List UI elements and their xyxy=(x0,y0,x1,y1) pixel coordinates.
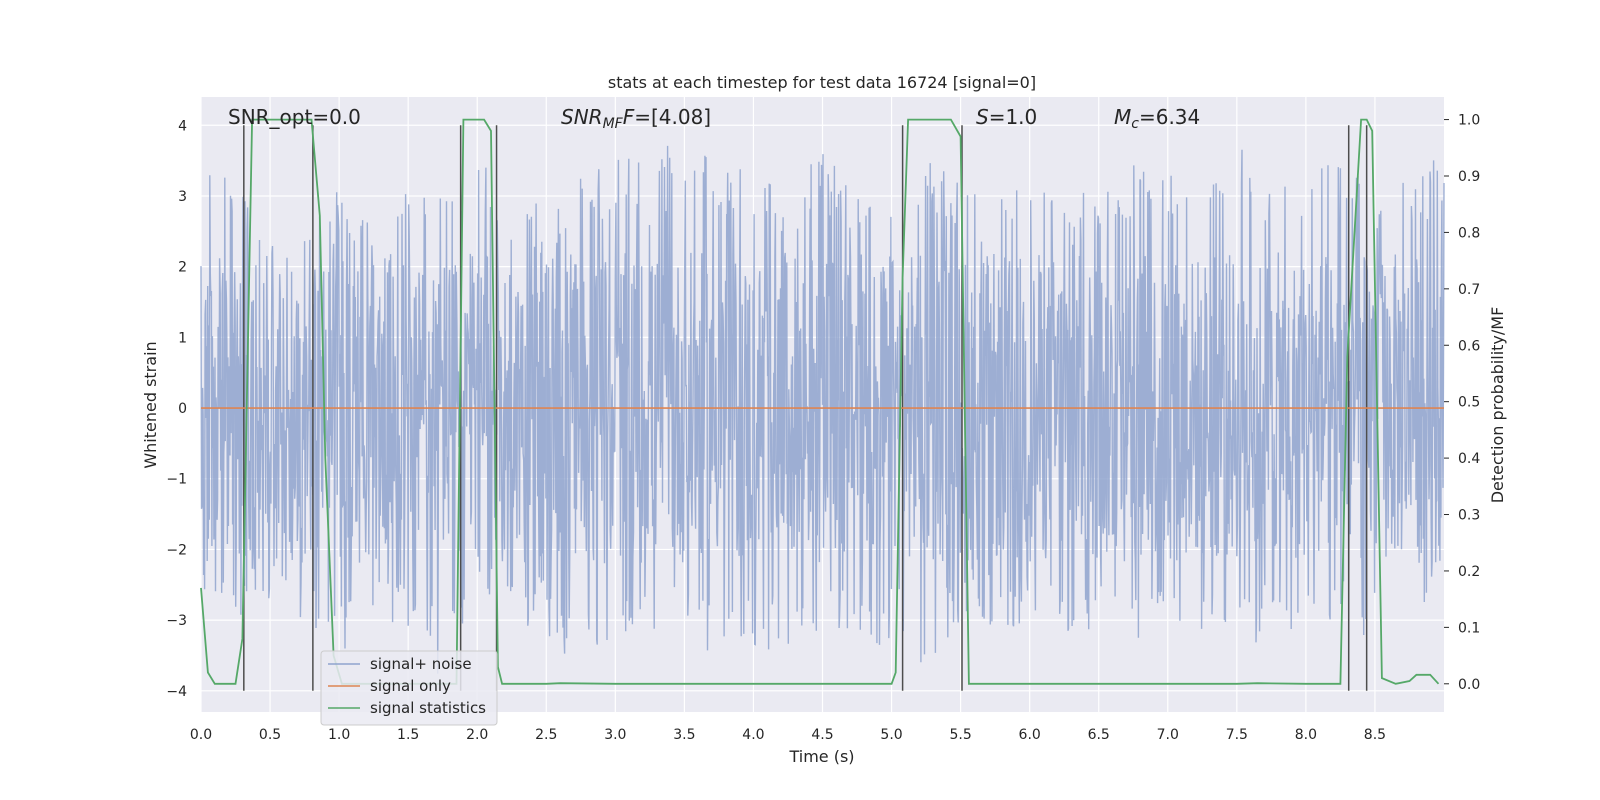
x-tick-label: 3.0 xyxy=(604,727,626,743)
annotation-s: S=1.0 xyxy=(976,105,1037,129)
y-right-tick-label: 0.0 xyxy=(1458,677,1480,693)
annotation-snr-opt: SNR_opt=0.0 xyxy=(228,105,361,129)
y-tick-label: −2 xyxy=(166,542,187,558)
x-tick-label: 7.0 xyxy=(1157,727,1179,743)
y-right-tick-label: 0.2 xyxy=(1458,564,1480,580)
chart-title: stats at each timestep for test data 167… xyxy=(608,73,1036,92)
y-tick-label: 3 xyxy=(178,189,187,205)
x-tick-label: 4.0 xyxy=(742,727,764,743)
y-right-tick-label: 0.4 xyxy=(1458,451,1480,467)
y-tick-label: 4 xyxy=(178,118,187,134)
y-tick-label: 2 xyxy=(178,260,187,276)
signal-statistics-line xyxy=(200,118,1440,685)
y-right-axis-ticks: 1.0 0.9 0.8 0.7 0.6 0.5 0.4 0.3 0.2 0.1 0.0 xyxy=(1444,113,1480,693)
legend-label-signal-only: signal only xyxy=(370,677,451,695)
x-tick-label: 2.0 xyxy=(466,727,488,743)
x-tick-label: 6.5 xyxy=(1088,727,1110,743)
y-tick-label: −1 xyxy=(166,472,187,488)
y-axis-ticks: 4 3 2 1 0 −1 −2 −3 −4 xyxy=(166,118,187,700)
x-tick-label: 8.0 xyxy=(1295,727,1317,743)
y-right-tick-label: 0.3 xyxy=(1458,508,1480,524)
x-tick-label: 1.0 xyxy=(328,727,350,743)
signal-noise-line xyxy=(200,145,1445,674)
signal-noise-series xyxy=(200,145,1445,674)
legend-box xyxy=(320,650,498,726)
x-tick-label: 4.5 xyxy=(811,727,833,743)
y-right-axis-label: Detection probability/MF xyxy=(1488,307,1507,504)
y-right-tick-label: 0.7 xyxy=(1458,282,1480,298)
x-tick-label: 1.5 xyxy=(397,727,419,743)
x-tick-label: 7.5 xyxy=(1226,727,1248,743)
x-tick-label: 3.5 xyxy=(673,727,695,743)
y-tick-label: 1 xyxy=(178,330,187,346)
y-right-tick-label: 0.9 xyxy=(1458,169,1480,185)
y-tick-label: 0 xyxy=(178,401,187,417)
signal-statistics-series xyxy=(200,118,1440,685)
x-tick-label: 8.5 xyxy=(1364,727,1386,743)
x-tick-label: 2.5 xyxy=(535,727,557,743)
y-tick-label: −3 xyxy=(166,613,187,629)
legend-label-signal-noise: signal+ noise xyxy=(370,655,472,673)
x-axis-ticks: 0.0 0.5 1.0 1.5 2.0 2.5 3.0 3.5 4.0 4.5 5.0 5.5 6.0 6… xyxy=(190,727,1386,743)
x-tick-label: 6.0 xyxy=(1019,727,1041,743)
x-tick-label: 5.0 xyxy=(880,727,902,743)
y-right-tick-label: 0.5 xyxy=(1458,395,1480,411)
y-axis-label: Whitened strain xyxy=(141,341,160,468)
y-right-tick-label: 0.6 xyxy=(1458,338,1480,354)
y-right-tick-label: 0.1 xyxy=(1458,620,1480,636)
y-right-tick-label: 1.0 xyxy=(1458,113,1480,129)
annotation-snr-mf: SNRMFF=[4.08] xyxy=(561,105,711,132)
annotation-mc: Mc=6.34 xyxy=(1114,105,1200,132)
x-tick-label: 0.5 xyxy=(259,727,281,743)
legend-label-signal-statistics: signal statistics xyxy=(370,699,486,717)
legend: signal+ noise signal only signal statist… xyxy=(320,650,498,726)
y-tick-label: −4 xyxy=(166,684,187,700)
y-right-tick-label: 0.8 xyxy=(1458,225,1480,241)
x-axis-label: Time (s) xyxy=(788,747,854,766)
x-tick-label: 0.0 xyxy=(190,727,212,743)
x-tick-label: 5.5 xyxy=(949,727,971,743)
